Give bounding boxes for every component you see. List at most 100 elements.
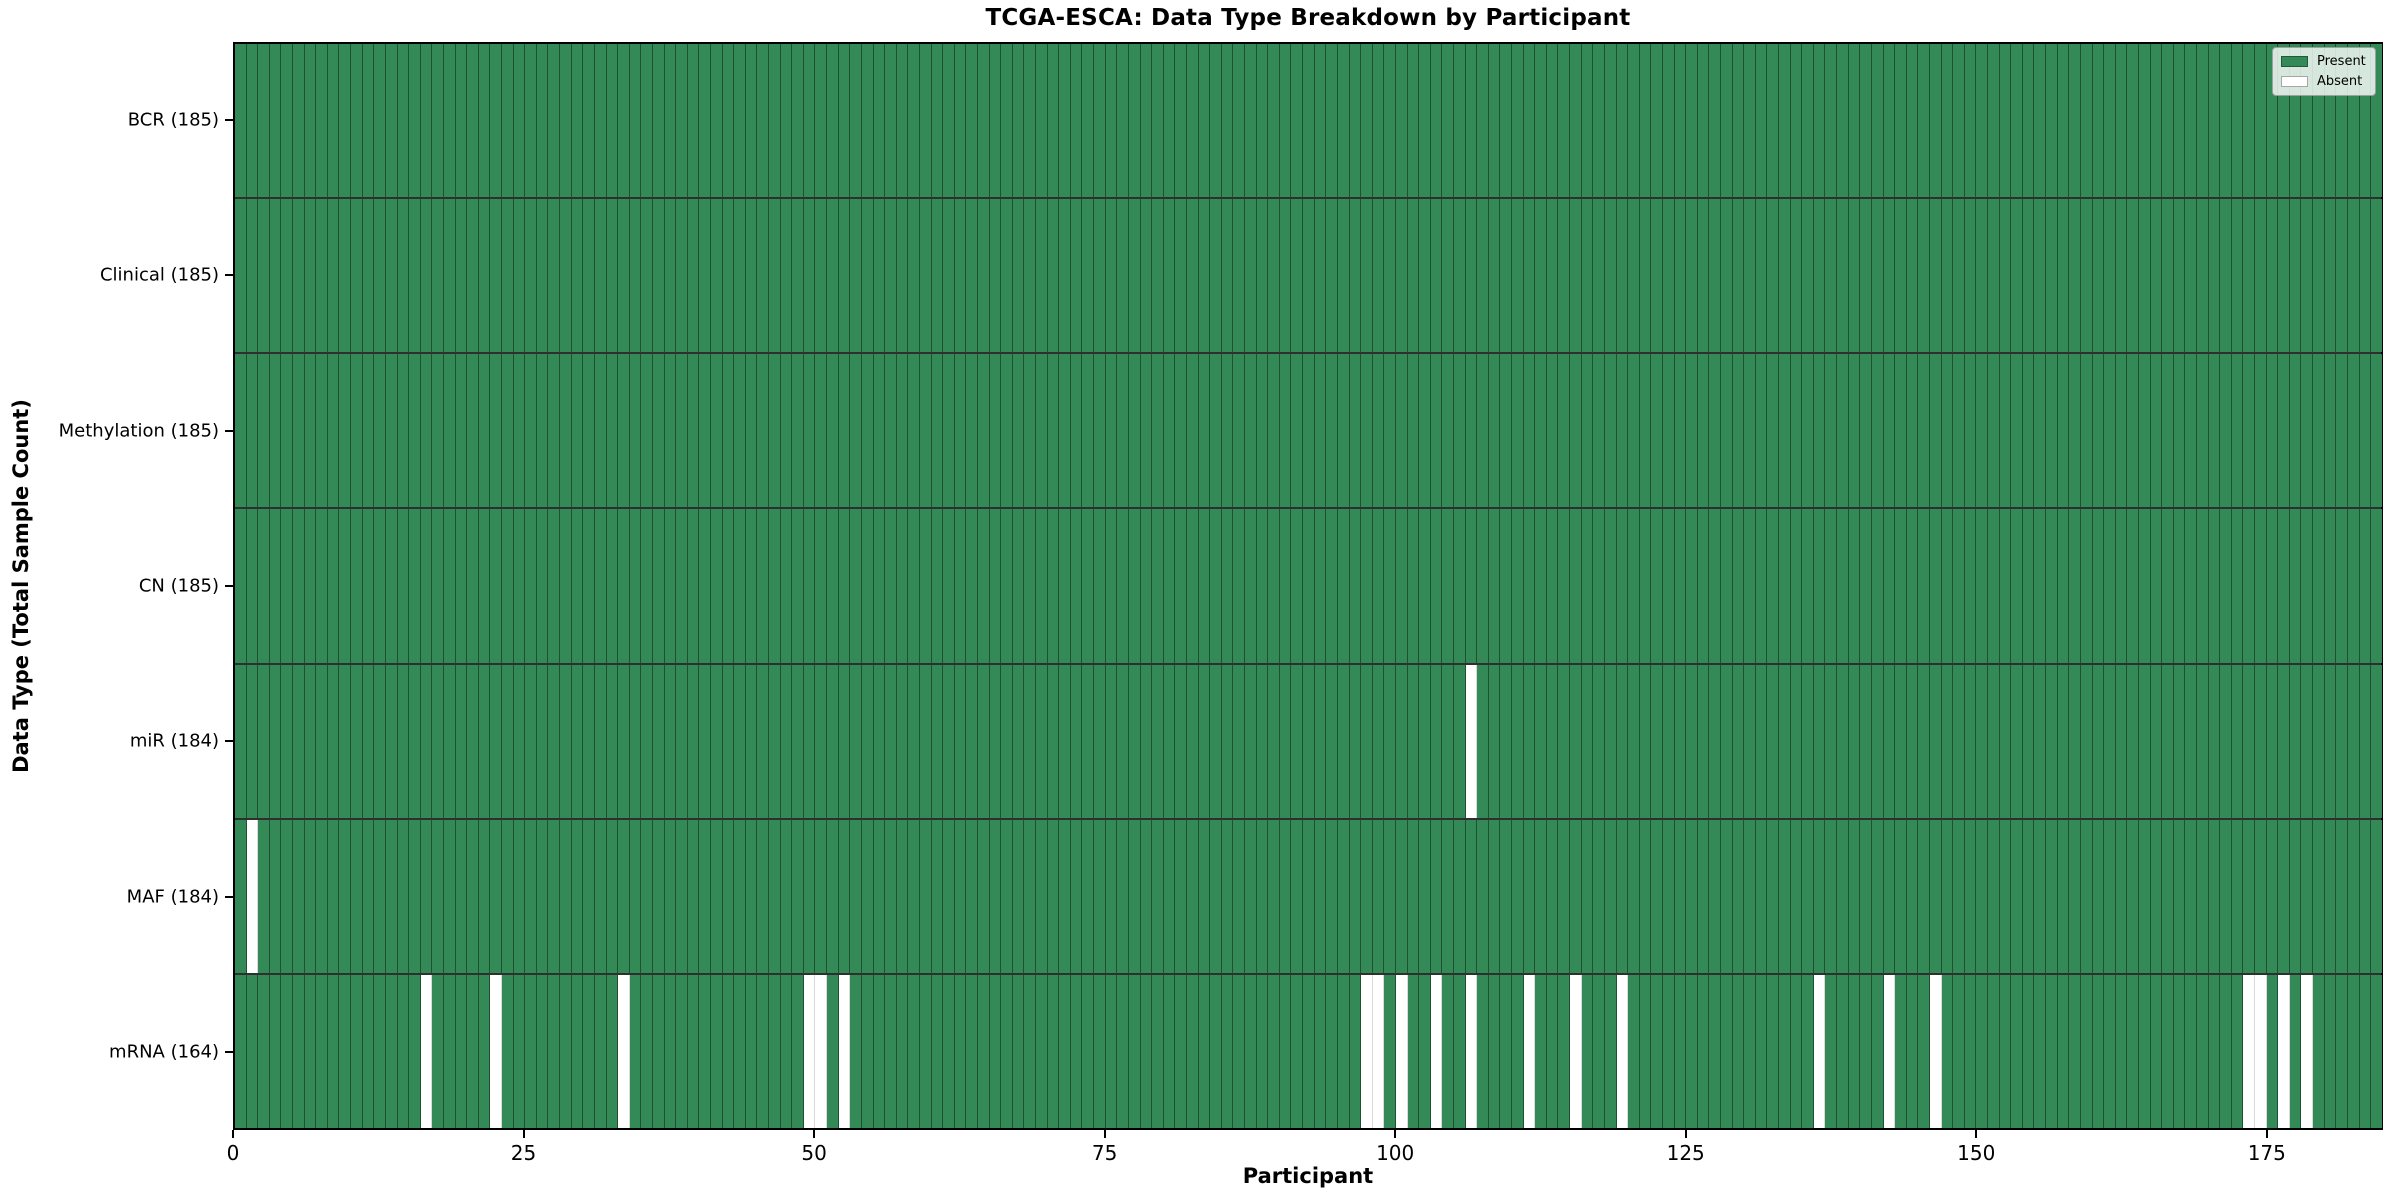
heatmap-cell xyxy=(2347,819,2360,973)
heatmap-cell xyxy=(2336,664,2348,818)
heatmap-cell xyxy=(1059,664,1071,818)
heatmap-cell xyxy=(1152,974,1164,1128)
heatmap-cell xyxy=(2173,354,2186,508)
heatmap-cell xyxy=(2278,199,2290,353)
heatmap-cell xyxy=(2371,354,2382,508)
heatmap-cell xyxy=(1175,974,1187,1128)
heatmap-cell xyxy=(734,974,746,1128)
heatmap-cell xyxy=(2313,44,2325,198)
heatmap-cell xyxy=(2278,819,2290,973)
heatmap-cell xyxy=(281,44,294,198)
heatmap-cell xyxy=(258,199,270,353)
heatmap-cell xyxy=(316,199,328,353)
heatmap-cell xyxy=(792,354,804,508)
heatmap-cell xyxy=(1674,819,1687,973)
heatmap-cell xyxy=(1697,354,1710,508)
heatmap-cell xyxy=(1047,819,1060,973)
heatmap-cell xyxy=(246,664,259,818)
heatmap-cell xyxy=(1198,354,1211,508)
heatmap-cell xyxy=(1628,199,1640,353)
heatmap-cell xyxy=(1221,44,1234,198)
heatmap-cell xyxy=(1047,664,1060,818)
heatmap-cell xyxy=(2336,44,2348,198)
heatmap-cell xyxy=(409,819,421,973)
heatmap-cell xyxy=(2138,664,2151,818)
heatmap-cell xyxy=(1314,44,1327,198)
heatmap-cell xyxy=(1674,664,1687,818)
heatmap-cell xyxy=(1361,354,1373,508)
heatmap-cell xyxy=(1755,819,1768,973)
heatmap-cell xyxy=(1825,509,1838,663)
heatmap-cell xyxy=(1256,354,1269,508)
heatmap-cell xyxy=(432,509,444,663)
heatmap-cell xyxy=(362,509,375,663)
heatmap-cell xyxy=(1163,44,1176,198)
heatmap-cell xyxy=(896,199,909,353)
heatmap-cell xyxy=(1314,974,1327,1128)
heatmap-cell xyxy=(2046,199,2058,353)
heatmap-cell xyxy=(1988,199,2000,353)
heatmap-cell xyxy=(1883,354,1896,508)
heatmap-row-mRNA xyxy=(235,974,2382,1128)
heatmap-cell xyxy=(1941,664,1954,818)
heatmap-cell xyxy=(1012,199,1025,353)
heatmap-cell xyxy=(803,974,816,1128)
heatmap-cell xyxy=(1906,44,1919,198)
heatmap-cell xyxy=(838,199,851,353)
heatmap-cell xyxy=(722,509,735,663)
x-tick-label: 25 xyxy=(510,1141,537,1165)
heatmap-cell xyxy=(1291,974,1304,1128)
heatmap-cell xyxy=(1953,354,1965,508)
legend-entry-present: Present xyxy=(2281,54,2366,69)
heatmap-cell xyxy=(1604,664,1617,818)
heatmap-cell xyxy=(1593,199,1605,353)
heatmap-cell xyxy=(2092,509,2105,663)
heatmap-cell xyxy=(1767,354,1780,508)
heatmap-cell xyxy=(931,664,944,818)
heatmap-cell xyxy=(606,509,619,663)
heatmap-cell xyxy=(1268,974,1280,1128)
heatmap-cell xyxy=(478,819,491,973)
heatmap-cell xyxy=(1871,199,1884,353)
heatmap-cell xyxy=(2046,819,2058,973)
heatmap-cell xyxy=(304,664,317,818)
heatmap-cell xyxy=(1001,974,1013,1128)
heatmap-cell xyxy=(1407,819,1420,973)
heatmap-cell xyxy=(943,44,955,198)
heatmap-cell xyxy=(1581,354,1594,508)
heatmap-cell xyxy=(978,44,990,198)
heatmap-cell xyxy=(455,664,468,818)
heatmap-cell xyxy=(1430,354,1443,508)
heatmap-cell xyxy=(2196,509,2209,663)
heatmap-cell xyxy=(1198,199,1211,353)
heatmap-cell xyxy=(1802,354,1814,508)
heatmap-cell xyxy=(1024,44,1037,198)
heatmap-cell xyxy=(2231,664,2244,818)
heatmap-cell xyxy=(385,509,398,663)
heatmap-cell xyxy=(2196,974,2209,1128)
heatmap-cell xyxy=(1012,664,1025,818)
heatmap-cell xyxy=(687,44,700,198)
heatmap-row-miR xyxy=(235,664,2382,820)
heatmap-cell xyxy=(1256,509,1269,663)
heatmap-cell xyxy=(2278,354,2290,508)
heatmap-cell xyxy=(1546,44,1559,198)
chart-title: TCGA-ESCA: Data Type Breakdown by Partic… xyxy=(985,5,1631,31)
heatmap-cell xyxy=(339,354,352,508)
heatmap-cell xyxy=(1442,819,1454,973)
heatmap-cell xyxy=(548,974,561,1128)
heatmap-cell xyxy=(2011,354,2023,508)
heatmap-cell xyxy=(1175,819,1187,973)
heatmap-cell xyxy=(1697,199,1710,353)
heatmap-cell xyxy=(1848,819,1861,973)
heatmap-cell xyxy=(2022,974,2035,1128)
heatmap-cell xyxy=(2301,44,2314,198)
heatmap-cell xyxy=(1964,819,1977,973)
heatmap-cell xyxy=(1395,509,1408,663)
heatmap-cell xyxy=(1128,819,1141,973)
heatmap-cell xyxy=(1918,819,1930,973)
heatmap-cell xyxy=(2080,44,2093,198)
heatmap-cell xyxy=(2185,354,2197,508)
heatmap-cell xyxy=(2011,199,2023,353)
heatmap-cell xyxy=(1094,974,1106,1128)
